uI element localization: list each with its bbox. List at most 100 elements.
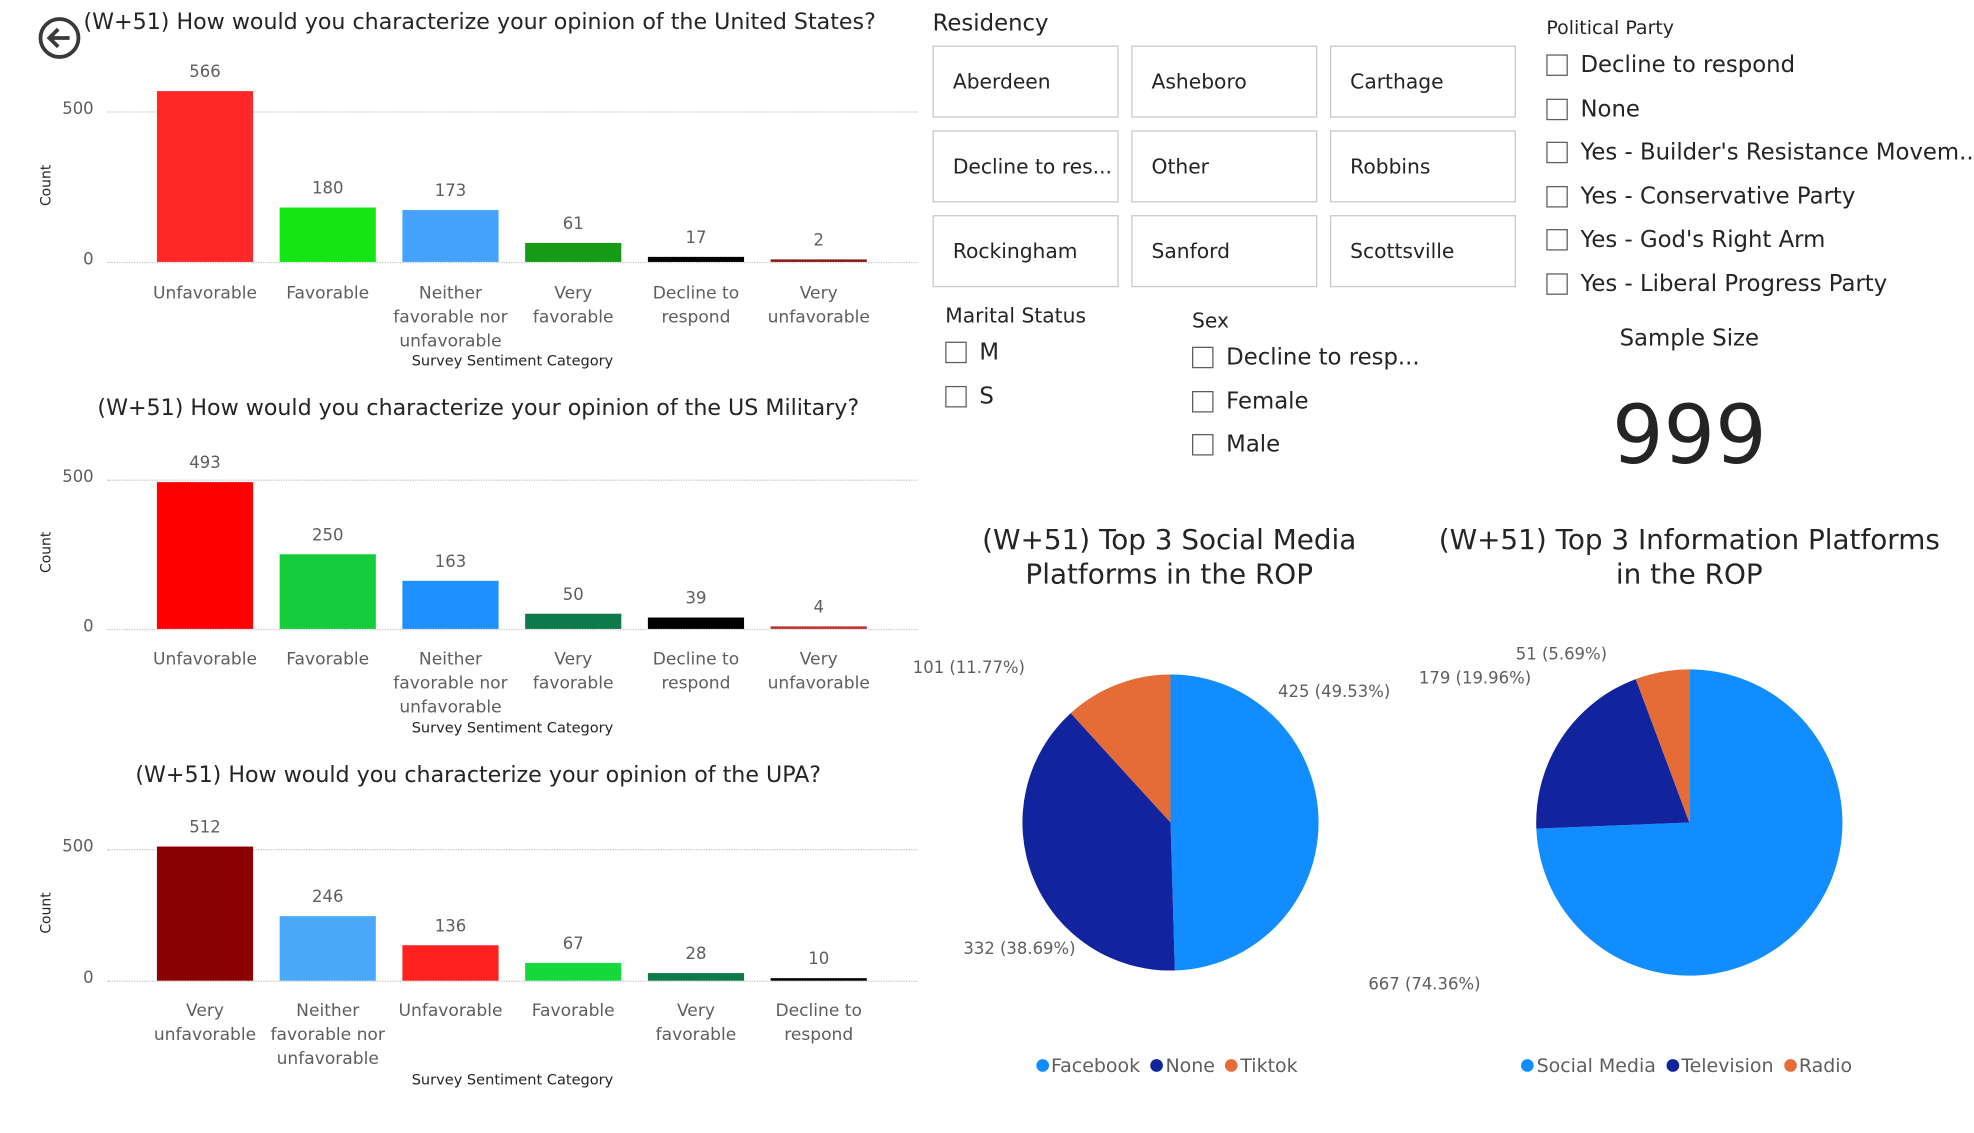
chart-title: (W+51) How would you characterize your o… [97, 396, 860, 422]
pie-slice[interactable] [1635, 669, 1690, 823]
residency-tile[interactable]: Other [1131, 130, 1318, 203]
political_party-option[interactable]: Yes - Builder's Resistance Movem... [1546, 139, 1974, 166]
political_party-option[interactable]: Decline to respond [1546, 52, 1795, 78]
x-tick-label: Unfavorable [152, 649, 257, 670]
data-label: 250 [312, 526, 344, 546]
sex-option[interactable]: Female [1192, 387, 1309, 415]
legend-label: Radio [1798, 1054, 1853, 1077]
y-tick-label: 0 [83, 969, 94, 989]
sex-option-label: Female [1226, 387, 1309, 415]
residency-tile[interactable]: Carthage [1329, 45, 1516, 118]
pie-slice[interactable] [1170, 674, 1319, 971]
pie-title: (W+51) Top 3 Information Platforms in th… [1438, 525, 1940, 591]
bar[interactable] [402, 209, 499, 262]
bar[interactable] [402, 944, 499, 981]
pie-slice[interactable] [1536, 679, 1690, 829]
checkbox[interactable] [1546, 54, 1568, 76]
pie-slice[interactable] [1536, 669, 1843, 976]
data-label: 136 [434, 917, 467, 937]
legend-item[interactable]: Tiktok [1225, 1054, 1298, 1077]
x-tick-label: Neither favorable nor unfavorable [393, 649, 508, 718]
y-axis-title: Count [37, 164, 55, 206]
checkbox[interactable] [1192, 390, 1214, 412]
back-button[interactable] [38, 16, 81, 59]
checkbox[interactable] [1192, 434, 1214, 456]
data-label: 512 [189, 818, 221, 838]
residency-tile[interactable]: Asheboro [1131, 45, 1318, 118]
checkbox[interactable] [1546, 141, 1568, 164]
sample-size-value: 999 [1612, 389, 1767, 484]
sex-option[interactable]: Male [1192, 432, 1280, 458]
political_party-option[interactable]: Yes - Liberal Progress Party [1546, 271, 1887, 297]
legend-item[interactable]: Television [1666, 1054, 1774, 1077]
bar[interactable] [156, 845, 254, 981]
checkbox[interactable] [1192, 346, 1214, 369]
checkbox[interactable] [945, 385, 967, 407]
bar[interactable] [279, 915, 376, 981]
residency-tile[interactable]: Decline to res... [932, 130, 1119, 203]
data-label: 180 [312, 179, 344, 199]
political_party-option-label: None [1580, 95, 1640, 123]
pie-slice[interactable] [1070, 674, 1171, 823]
y-tick-label: 0 [83, 250, 94, 270]
sample-size-label: Sample Size [1619, 325, 1760, 352]
checkbox[interactable] [945, 341, 967, 364]
bar[interactable] [525, 963, 622, 981]
legend-item[interactable]: Radio [1783, 1054, 1853, 1077]
data-label: 163 [434, 552, 467, 572]
marital_status-option-label: M [979, 339, 1000, 366]
legend-dot-icon [1521, 1059, 1535, 1072]
pie-slice[interactable] [1022, 713, 1175, 971]
residency-tile[interactable]: Scottsville [1329, 215, 1516, 288]
legend-item[interactable]: Social Media [1521, 1054, 1656, 1077]
legend-label: Facebook [1050, 1054, 1141, 1077]
bar[interactable] [770, 259, 867, 262]
bar[interactable] [647, 973, 745, 981]
data-label: 50 [562, 586, 584, 606]
bar[interactable] [279, 554, 376, 629]
x-tick-label: Unfavorable [152, 283, 257, 304]
marital_status-option[interactable]: M [945, 339, 999, 366]
political_party-option[interactable]: Yes - Conservative Party [1546, 183, 1855, 210]
checkbox[interactable] [1546, 185, 1568, 208]
marital_status-option[interactable]: S [945, 383, 994, 409]
bar[interactable] [647, 256, 745, 262]
bar[interactable] [156, 481, 254, 629]
political_party-option-label: Yes - Builder's Resistance Movem... [1580, 139, 1974, 167]
x-tick-label: Very unfavorable [767, 649, 870, 694]
bar[interactable] [156, 91, 254, 262]
bar[interactable] [525, 613, 622, 629]
legend-dot-icon [1150, 1059, 1163, 1072]
x-tick-label: Favorable [286, 283, 370, 304]
legend-item[interactable]: Facebook [1035, 1054, 1141, 1077]
bar[interactable] [525, 243, 622, 262]
data-label: 566 [189, 63, 221, 83]
political_party-option-label: Yes - Conservative Party [1580, 183, 1856, 210]
bar[interactable] [402, 580, 499, 629]
checkbox[interactable] [1546, 273, 1568, 295]
gridline [107, 111, 918, 113]
residency-tile[interactable]: Sanford [1131, 215, 1318, 288]
political_party-option[interactable]: None [1546, 95, 1640, 123]
data-label: 10 [808, 950, 830, 970]
sex-option[interactable]: Decline to resp... [1192, 344, 1420, 371]
residency-tile[interactable]: Rockingham [932, 215, 1119, 288]
data-label: 2 [813, 231, 824, 251]
x-axis-title: Survey Sentiment Category [411, 718, 614, 737]
sex-option-label: Decline to resp... [1226, 344, 1420, 371]
bar[interactable] [770, 978, 867, 981]
legend-item[interactable]: None [1150, 1054, 1215, 1077]
back-arrow-icon [38, 17, 81, 59]
bar[interactable] [770, 626, 867, 629]
residency-tile[interactable]: Aberdeen [932, 45, 1119, 118]
checkbox[interactable] [1546, 98, 1568, 120]
data-label: 61 [562, 215, 584, 235]
political_party-option[interactable]: Yes - God's Right Arm [1546, 227, 1825, 254]
legend-label: Television [1681, 1054, 1774, 1077]
x-tick-label: Very favorable [655, 1000, 737, 1046]
bar[interactable] [647, 617, 745, 629]
bar[interactable] [279, 207, 376, 262]
checkbox[interactable] [1546, 229, 1568, 252]
residency-tile[interactable]: Robbins [1329, 130, 1516, 203]
